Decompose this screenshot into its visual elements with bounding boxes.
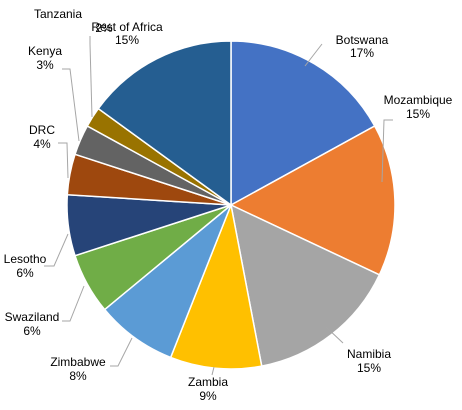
slice-botswana bbox=[230, 40, 376, 207]
leader-line-botswana bbox=[304, 43, 323, 67]
leader-line-mozambique bbox=[381, 119, 393, 183]
slice-name-label-mozambique: Mozambique bbox=[384, 93, 453, 107]
slice-percent-label-drc: 4% bbox=[33, 137, 51, 151]
slice-name-label-zambia: Zambia bbox=[188, 375, 228, 389]
leader-line-zambia bbox=[211, 366, 215, 376]
leader-line-lesotho bbox=[44, 233, 69, 267]
slice-mozambique bbox=[229, 124, 396, 276]
slice-percent-label-zimbabwe: 8% bbox=[69, 369, 87, 383]
slice-name-label-botswana: Botswana bbox=[336, 33, 389, 47]
slice-percent-label-lesotho: 6% bbox=[16, 266, 34, 280]
slice-rest-of-africa bbox=[97, 40, 232, 207]
slice-name-label-tanzania: Tanzania bbox=[34, 7, 82, 21]
slice-name-label-rest-of-africa: Rest of Africa bbox=[91, 20, 163, 34]
slice-name-label-kenya: Kenya bbox=[28, 44, 62, 58]
slice-percent-label-zambia: 9% bbox=[199, 389, 217, 403]
slice-percent-label-namibia: 15% bbox=[357, 361, 381, 375]
leader-line-swaziland bbox=[62, 285, 85, 322]
leader-lines-layer bbox=[44, 36, 393, 376]
slice-name-label-drc: DRC bbox=[29, 123, 55, 137]
slice-name-label-zimbabwe: Zimbabwe bbox=[50, 355, 106, 369]
labels-layer: Botswana17%Mozambique15%Namibia15%Zambia… bbox=[4, 7, 453, 403]
slice-zambia bbox=[169, 202, 263, 370]
leader-line-kenya bbox=[62, 68, 80, 142]
slices-layer bbox=[66, 40, 396, 370]
slice-name-label-swaziland: Swaziland bbox=[5, 310, 60, 324]
slice-percent-label-kenya: 3% bbox=[36, 58, 54, 72]
slice-name-label-lesotho: Lesotho bbox=[4, 252, 47, 266]
leader-line-zimbabwe bbox=[110, 337, 133, 367]
slice-namibia bbox=[229, 203, 381, 367]
slice-percent-label-tanzania: 2% bbox=[95, 21, 113, 35]
slice-percent-label-mozambique: 15% bbox=[406, 107, 430, 121]
slice-percent-label-botswana: 17% bbox=[350, 46, 374, 60]
slice-name-label-namibia: Namibia bbox=[347, 347, 391, 361]
leader-line-tanzania bbox=[89, 36, 93, 118]
slice-percent-label-rest-of-africa: 15% bbox=[115, 33, 139, 47]
slice-percent-label-swaziland: 6% bbox=[23, 324, 41, 338]
leader-line-namibia bbox=[325, 326, 344, 344]
leader-line-drc bbox=[58, 142, 69, 179]
